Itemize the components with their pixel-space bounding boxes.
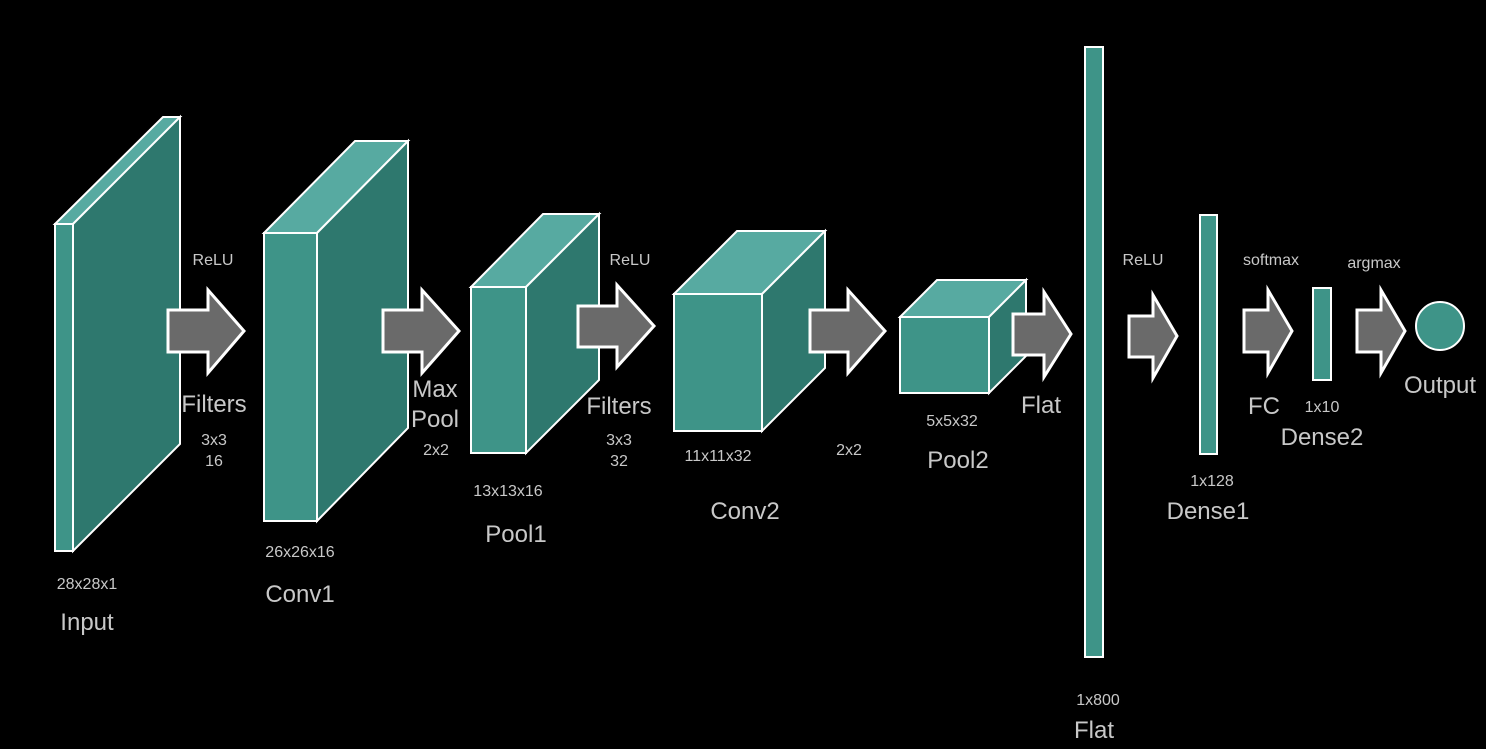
pool2-shape-label: 5x5x32: [926, 413, 978, 430]
op2-name-line1-label: Max: [412, 376, 457, 403]
op3-kernel-label: 3x3: [606, 432, 632, 449]
arrow-argmax: [1355, 284, 1407, 379]
op6-activation-label: ReLU: [1123, 252, 1164, 269]
pool2-layer-block: [897, 277, 1029, 396]
arrow-flatten: [1011, 286, 1073, 383]
dense1-layer-bar: [1199, 214, 1218, 455]
flat-shape-label: 1x800: [1076, 692, 1120, 709]
arrow-filters-2: [576, 281, 657, 371]
conv2-name-label: Conv2: [710, 498, 779, 525]
conv2-layer-block: [671, 228, 828, 434]
input-layer-block: [52, 114, 183, 554]
op3-activation-label: ReLU: [610, 252, 651, 269]
conv1-shape-label: 26x26x16: [265, 544, 334, 561]
op7-name-label: FC: [1248, 393, 1280, 420]
flat-name-label: Flat: [1074, 717, 1114, 744]
output-node: [1415, 301, 1465, 351]
conv1-layer-block: [261, 138, 411, 524]
dense2-layer-bar: [1312, 287, 1332, 381]
conv1-name-label: Conv1: [265, 581, 334, 608]
op2-name-line2-label: Pool: [411, 406, 459, 433]
arrow-max-pool-2: [808, 286, 888, 377]
arrow-filters-1: [166, 286, 246, 378]
op3-count-label: 32: [610, 453, 628, 470]
op2-kernel-label: 2x2: [423, 442, 449, 459]
op8-activation-label: argmax: [1347, 255, 1400, 272]
arrow-relu-dense1: [1127, 289, 1179, 384]
output-name-label: Output: [1404, 372, 1476, 399]
pool2-name-label: Pool2: [927, 447, 988, 474]
op4-kernel-label: 2x2: [836, 442, 862, 459]
pool1-shape-label: 13x13x16: [473, 483, 542, 500]
op7-activation-label: softmax: [1243, 252, 1299, 269]
dense2-shape-label: 1x10: [1305, 399, 1340, 416]
input-name-label: Input: [60, 609, 114, 636]
input-shape-label: 28x28x1: [57, 576, 118, 593]
op1-count-label: 16: [205, 453, 223, 470]
flat-layer-bar: [1084, 46, 1104, 658]
pool1-name-label: Pool1: [485, 521, 546, 548]
op1-activation-label: ReLU: [193, 252, 234, 269]
arrow-fc-softmax: [1242, 284, 1294, 379]
arrow-max-pool-1: [381, 286, 462, 377]
op5-name-label: Flat: [1021, 392, 1061, 419]
op1-kernel-label: 3x3: [201, 432, 227, 449]
dense1-shape-label: 1x128: [1190, 473, 1234, 490]
pool1-layer-block: [468, 211, 602, 456]
dense1-name-label: Dense1: [1167, 498, 1250, 525]
conv2-shape-label: 11x11x32: [684, 448, 751, 465]
op1-name-label: Filters: [181, 391, 246, 418]
op3-name-label: Filters: [586, 393, 651, 420]
dense2-name-label: Dense2: [1281, 424, 1364, 451]
